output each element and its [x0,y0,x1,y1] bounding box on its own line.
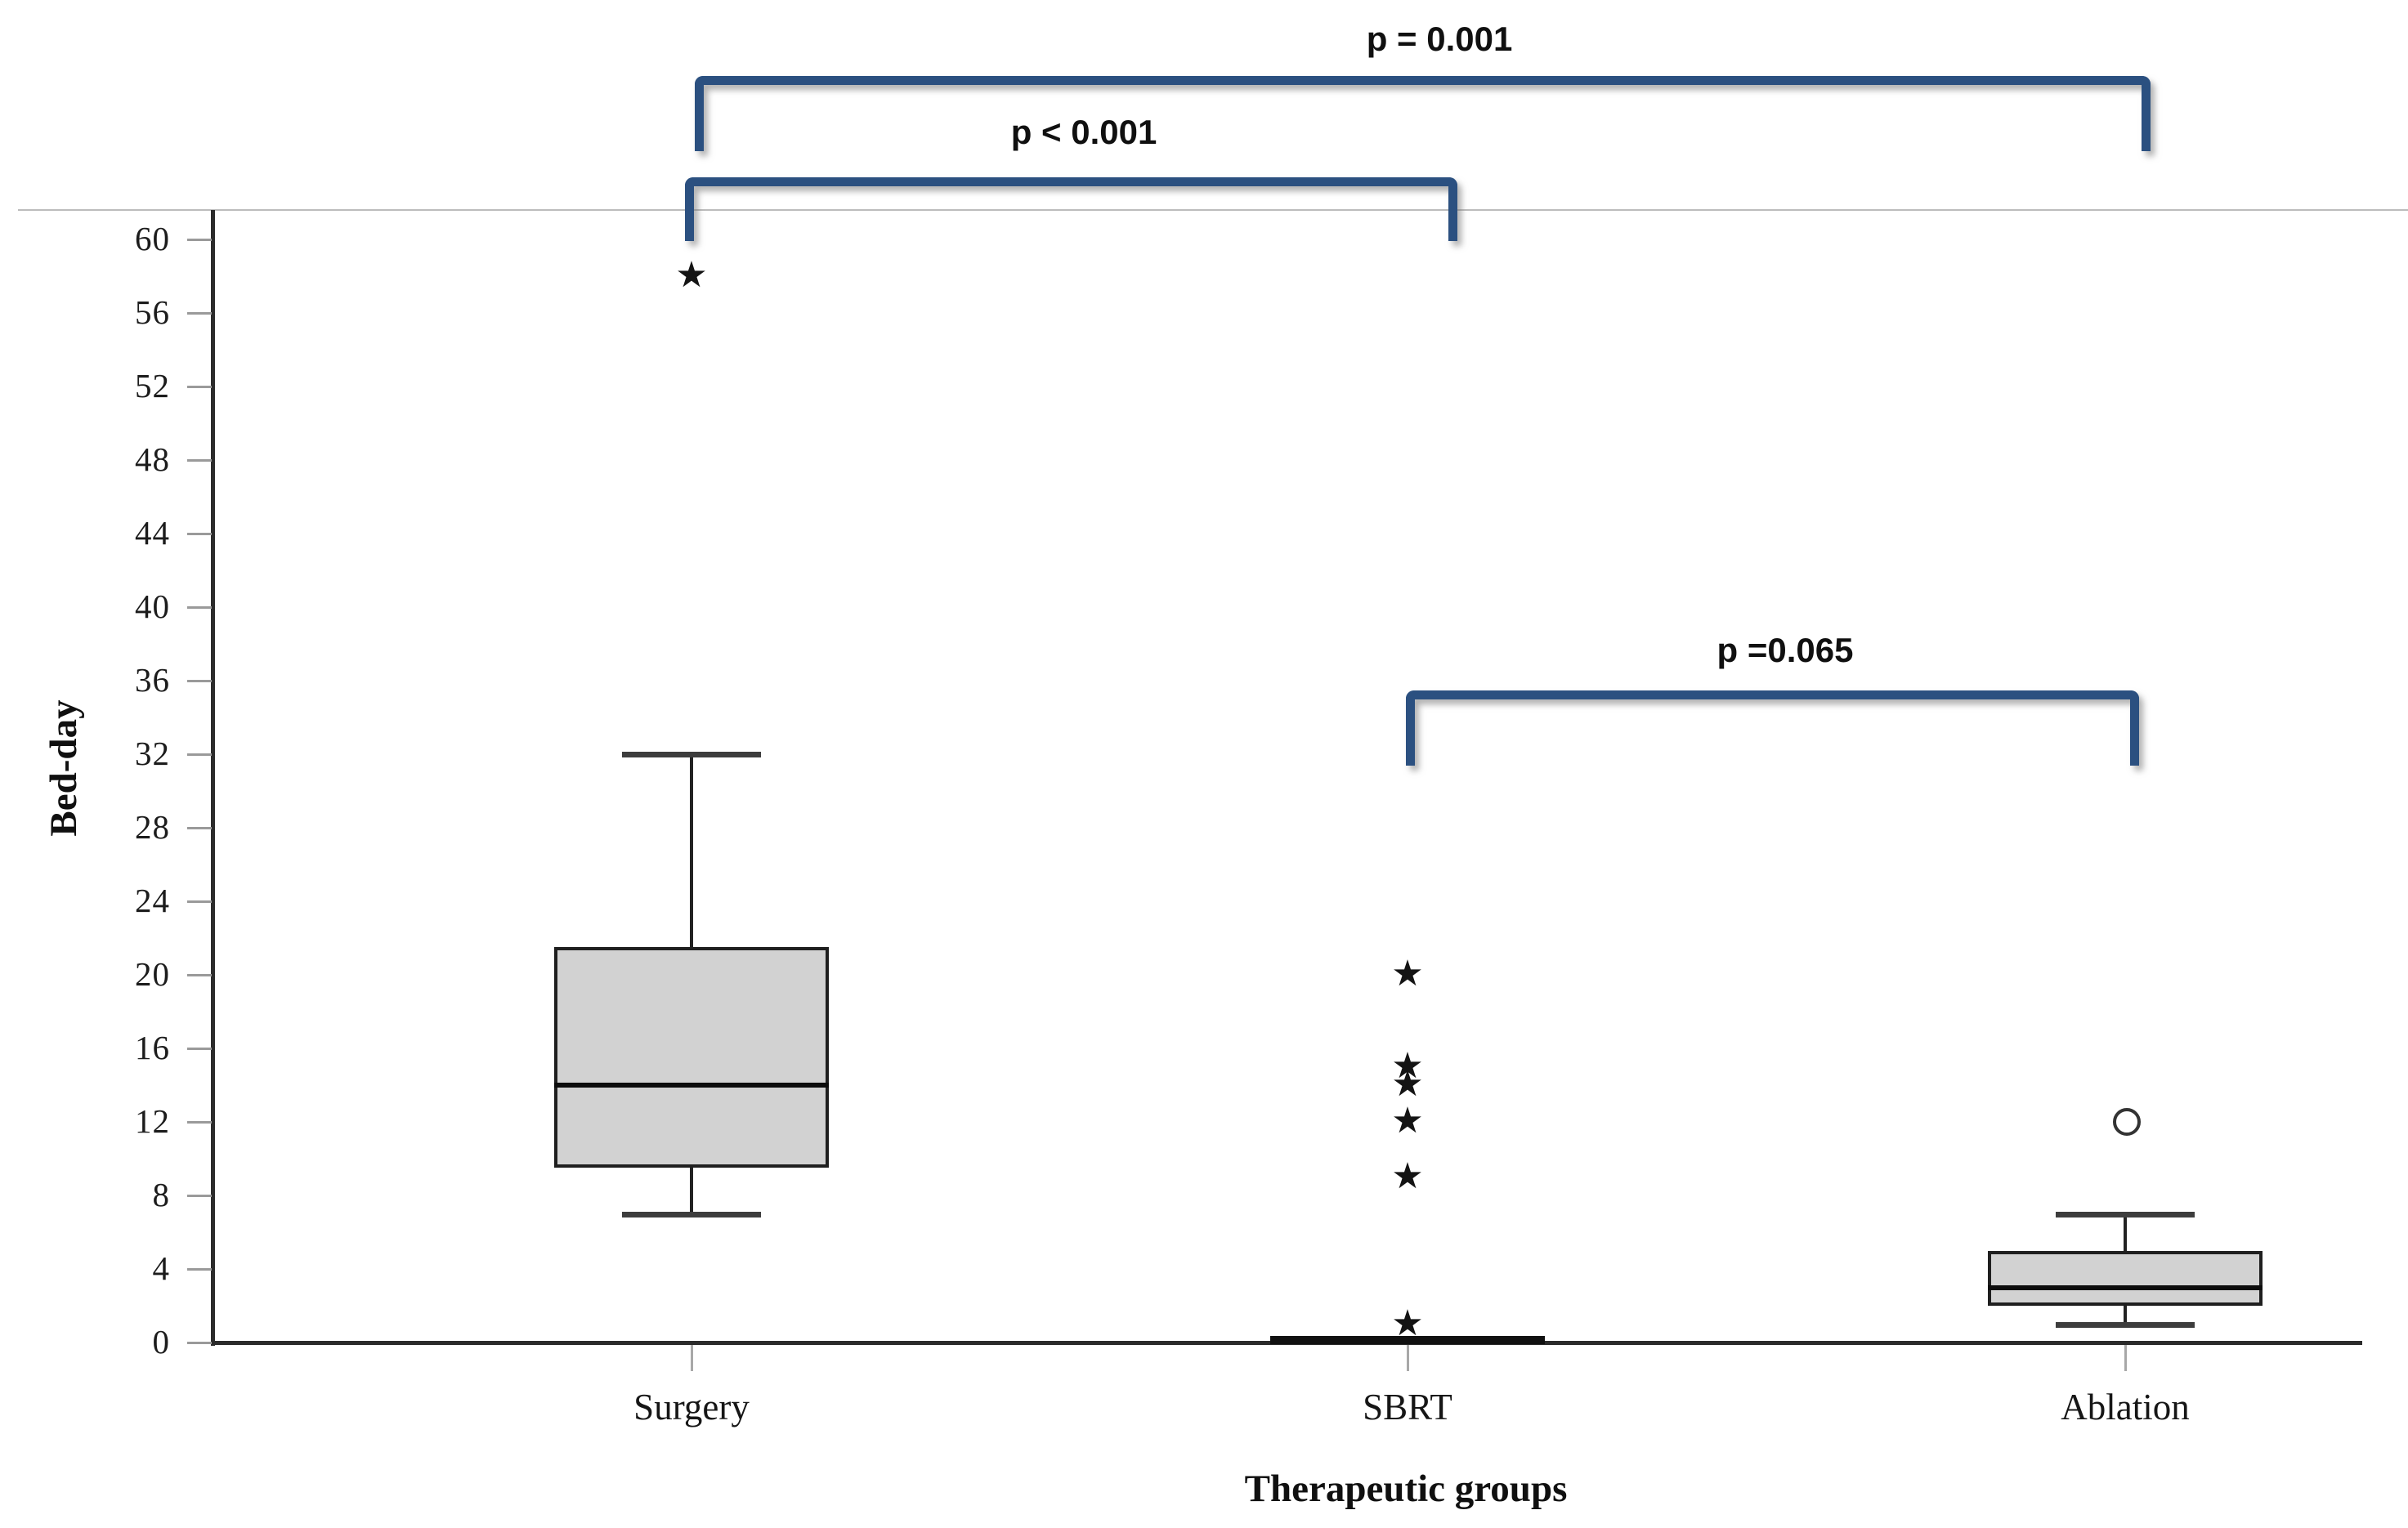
y-axis-line [211,210,215,1346]
outlier-star-icon: ★ [1391,1044,1424,1087]
y-tick-label: 60 [135,220,170,258]
category-label: SBRT [1363,1387,1452,1427]
y-tick [187,1341,212,1344]
y-tick-label: 32 [135,735,170,773]
outlier-star-icon: ★ [1391,1100,1424,1142]
category-label: Ablation [2061,1387,2190,1427]
category-label: Surgery [633,1387,750,1427]
y-tick-label: 8 [152,1176,170,1214]
outlier-circle-icon [2113,1108,2141,1136]
median-line [554,1083,829,1088]
x-tick [2124,1345,2127,1371]
box [1988,1250,2263,1306]
whisker-cap [2056,1321,2195,1328]
y-tick-label: 4 [152,1249,170,1288]
whisker-cap [622,1211,761,1217]
y-tick-label: 0 [152,1323,170,1361]
x-tick [1406,1345,1409,1371]
y-tick [187,753,212,756]
y-tick-label: 48 [135,440,170,479]
y-tick-label: 24 [135,882,170,920]
y-tick-label: 52 [135,367,170,405]
outlier-star-icon: ★ [1391,1155,1424,1197]
whisker-line [2124,1306,2127,1325]
y-tick [187,458,212,462]
whisker-line [2124,1213,2127,1251]
significance-bracket [684,176,1457,241]
y-tick [187,900,212,903]
y-tick-label: 44 [135,514,170,552]
outlier-star-icon: ★ [1391,1302,1424,1344]
whisker-line [690,1168,693,1214]
y-tick [187,238,212,241]
significance-bracket [1405,690,2139,766]
y-tick-label: 36 [135,661,170,699]
y-tick [187,1120,212,1124]
y-tick [187,973,212,976]
x-tick [690,1345,693,1371]
y-tick-label: 40 [135,588,170,626]
y-tick-label: 56 [135,293,170,332]
y-tick [187,532,212,535]
outlier-star-icon: ★ [1391,953,1424,995]
box [554,947,829,1168]
p-value-label: p = 0.001 [1366,20,1513,58]
whisker-cap [622,752,761,757]
y-tick [187,826,212,829]
y-tick [187,385,212,388]
y-tick-label: 28 [135,808,170,847]
top-border-line [18,209,2408,211]
outlier-star-icon: ★ [1391,1063,1424,1106]
y-tick [187,679,212,682]
outlier-star-icon: ★ [675,254,708,297]
y-tick [187,605,212,609]
significance-bracket [694,75,2151,151]
y-tick-label: 16 [135,1029,170,1067]
y-tick [187,1047,212,1050]
whisker-cap [2056,1211,2195,1217]
y-tick [187,1194,212,1197]
y-tick-label: 12 [135,1102,170,1141]
y-axis-title: Bed-day [43,699,85,837]
median-line [1988,1285,2263,1290]
whisker-line [690,754,693,948]
y-tick [187,1267,212,1271]
y-tick-label: 20 [135,955,170,994]
y-tick [187,311,212,315]
p-value-label: p < 0.001 [1010,113,1157,151]
x-axis-title: Therapeutic groups [1244,1468,1568,1510]
collapsed-box-line [1270,1336,1545,1344]
p-value-label: p =0.065 [1716,631,1854,669]
